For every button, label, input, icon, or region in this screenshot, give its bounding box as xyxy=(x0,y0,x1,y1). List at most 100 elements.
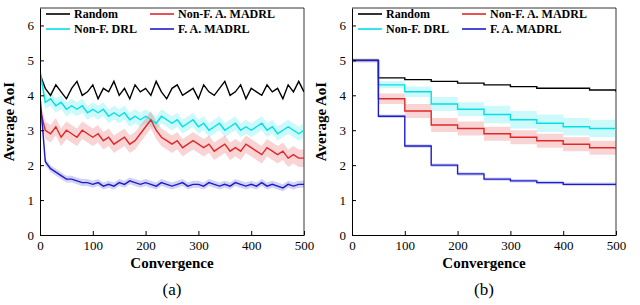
y-tick: 2 xyxy=(340,158,357,173)
y-tick-mark xyxy=(352,95,356,96)
y-tick: 4 xyxy=(28,88,45,103)
y-tick-mark xyxy=(40,200,44,201)
y-tick: 5 xyxy=(340,53,357,68)
series-line xyxy=(40,71,304,134)
x-axis-title: Convergence xyxy=(442,255,526,271)
y-tick-label: 0 xyxy=(28,228,35,243)
x-tick: 400 xyxy=(242,231,262,253)
legend-swatch xyxy=(46,13,70,15)
x-axis-title: Convergence xyxy=(130,255,214,271)
error-band xyxy=(40,101,304,167)
x-tick: 100 xyxy=(84,231,104,253)
legend-item: Non-F. DRL xyxy=(358,22,449,36)
series-line xyxy=(352,60,616,184)
series-line xyxy=(40,74,304,98)
error-band xyxy=(352,59,616,186)
x-tick-label: 0 xyxy=(349,238,356,253)
y-tick: 5 xyxy=(28,53,45,68)
legend-swatch xyxy=(358,28,382,30)
y-tick-mark xyxy=(40,60,44,61)
x-tick-mark xyxy=(458,231,459,235)
legend-item: Random xyxy=(46,7,118,21)
legend-swatch xyxy=(462,13,486,15)
y-tick-mark xyxy=(40,235,44,236)
x-tick-mark xyxy=(616,231,617,235)
panel-title: (b) xyxy=(474,280,494,299)
y-tick-label: 4 xyxy=(28,88,35,103)
legend: Random Non-F. A. MADRL Non-F. DRL F. A. MAD… xyxy=(358,7,587,36)
x-tick-label: 500 xyxy=(607,238,627,253)
x-tick-mark xyxy=(198,231,199,235)
y-axis: 0123456 xyxy=(340,9,357,243)
y-tick: 6 xyxy=(28,18,45,33)
y-tick-label: 1 xyxy=(28,193,35,208)
y-tick: 3 xyxy=(340,123,357,138)
x-tick: 400 xyxy=(554,231,574,253)
legend-label: F. A. MADRL xyxy=(490,22,562,36)
legend-label: Random xyxy=(386,7,430,21)
legend-swatch xyxy=(46,28,70,30)
x-axis-line xyxy=(41,235,305,236)
x-tick-label: 100 xyxy=(396,238,416,253)
series-line xyxy=(40,109,304,158)
y-axis-title: Average AoI xyxy=(313,82,329,161)
y-tick-mark xyxy=(40,165,44,166)
panel-title: (a) xyxy=(163,280,182,299)
y-tick-label: 3 xyxy=(28,123,35,138)
x-tick: 200 xyxy=(136,231,156,253)
y-tick-mark xyxy=(352,25,356,26)
x-tick: 500 xyxy=(607,231,627,253)
y-tick: 3 xyxy=(28,123,45,138)
x-tick-mark xyxy=(93,231,94,235)
y-tick-label: 5 xyxy=(340,53,347,68)
error-band xyxy=(352,59,616,157)
legend: Random Non-F. A. MADRL Non-F. DRL F. A. MAD… xyxy=(46,7,275,36)
x-axis-line xyxy=(353,235,617,236)
x-tick-mark xyxy=(510,231,511,235)
y-tick: 4 xyxy=(340,88,357,103)
y-tick-mark xyxy=(40,130,44,131)
x-tick-mark xyxy=(251,231,252,235)
plot-area xyxy=(352,59,616,186)
legend-swatch xyxy=(462,28,486,30)
x-tick: 100 xyxy=(396,231,416,253)
legend-item: F. A. MADRL xyxy=(462,22,562,36)
y-tick-label: 1 xyxy=(340,193,347,208)
legend-label: F. A. MADRL xyxy=(178,22,250,36)
legend-label: Non-F. DRL xyxy=(386,22,449,36)
panel: 0 100 200 300 400 500 0 1 2 3 4 5 6 Convergence Averag… xyxy=(1,7,314,299)
x-tick-label: 400 xyxy=(554,238,574,253)
panel: 01002003004005000123456ConvergenceAverag… xyxy=(313,7,626,299)
x-tick-mark xyxy=(304,231,305,235)
y-axis-line xyxy=(352,9,353,236)
x-axis: 0100200300400500 xyxy=(349,231,626,253)
x-tick: 200 xyxy=(448,231,468,253)
x-axis: 0 100 200 300 400 500 xyxy=(37,231,314,253)
legend-item: F. A. MADRL xyxy=(150,22,250,36)
series-line xyxy=(352,60,616,149)
series-line xyxy=(352,60,616,130)
y-tick-label: 6 xyxy=(28,18,35,33)
x-tick-label: 100 xyxy=(84,238,104,253)
y-tick-mark xyxy=(352,165,356,166)
y-tick-label: 6 xyxy=(340,18,347,33)
y-axis-title: Average AoI xyxy=(1,82,17,161)
legend-item: Non-F. A. MADRL xyxy=(462,7,587,21)
series-line xyxy=(40,95,304,188)
x-tick-label: 300 xyxy=(189,238,209,253)
y-tick: 0 xyxy=(28,228,45,243)
y-tick-mark xyxy=(40,95,44,96)
legend-label: Non-F. A. MADRL xyxy=(178,7,275,21)
y-tick-mark xyxy=(352,130,356,131)
x-tick-label: 400 xyxy=(242,238,262,253)
x-tick-mark xyxy=(405,231,406,235)
y-tick-mark xyxy=(352,200,356,201)
x-tick-label: 500 xyxy=(295,238,315,253)
legend-item: Non-F. DRL xyxy=(46,22,137,36)
y-tick-label: 4 xyxy=(340,88,347,103)
legend-item: Non-F. A. MADRL xyxy=(150,7,275,21)
y-tick: 1 xyxy=(340,193,357,208)
y-tick-label: 2 xyxy=(28,158,35,173)
x-tick-label: 0 xyxy=(37,238,44,253)
legend-swatch xyxy=(150,13,174,15)
